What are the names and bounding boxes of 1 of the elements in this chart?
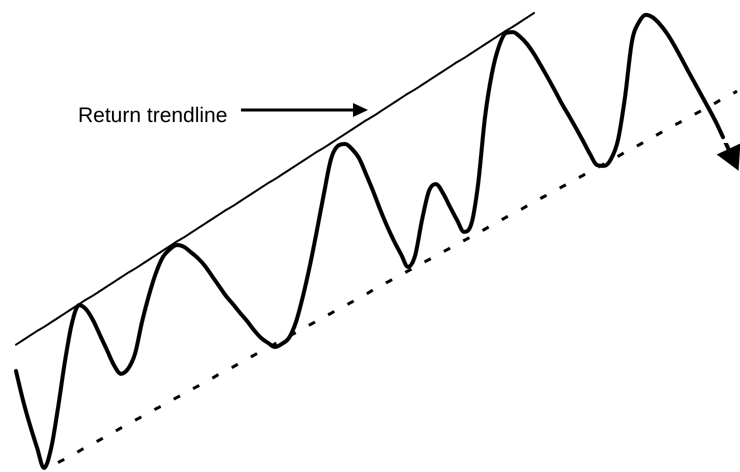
- text: Return trendline: [78, 104, 228, 127]
